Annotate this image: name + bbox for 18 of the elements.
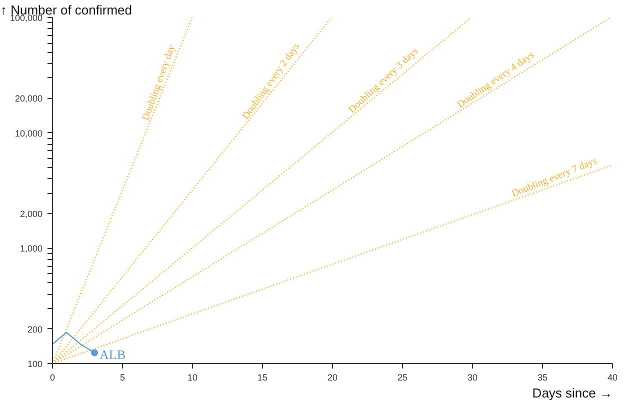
y-tick-label: 1,000 xyxy=(20,244,43,254)
x-tick-label: 0 xyxy=(50,372,56,382)
y-tick-label: 100 xyxy=(27,359,43,369)
x-tick-label: 20 xyxy=(327,372,338,382)
x-tick-label: 15 xyxy=(257,372,268,382)
y-tick-label: 2,000 xyxy=(20,208,43,219)
x-tick-label: 5 xyxy=(120,372,126,382)
x-tick-label: 35 xyxy=(537,372,548,382)
x-tick-label: 30 xyxy=(467,372,478,382)
y-tick-label: 100,000 xyxy=(10,13,43,23)
x-tick-label: 10 xyxy=(187,372,198,382)
x-tick-label: 25 xyxy=(397,372,408,382)
series-label: ALB xyxy=(100,347,126,362)
y-tick-label: 20,000 xyxy=(14,94,43,104)
x-tick-label: 40 xyxy=(607,372,618,382)
x-axis-title: Days since → xyxy=(532,386,613,400)
y-tick-label: 10,000 xyxy=(14,128,43,138)
y-tick-label: 200 xyxy=(27,324,43,334)
